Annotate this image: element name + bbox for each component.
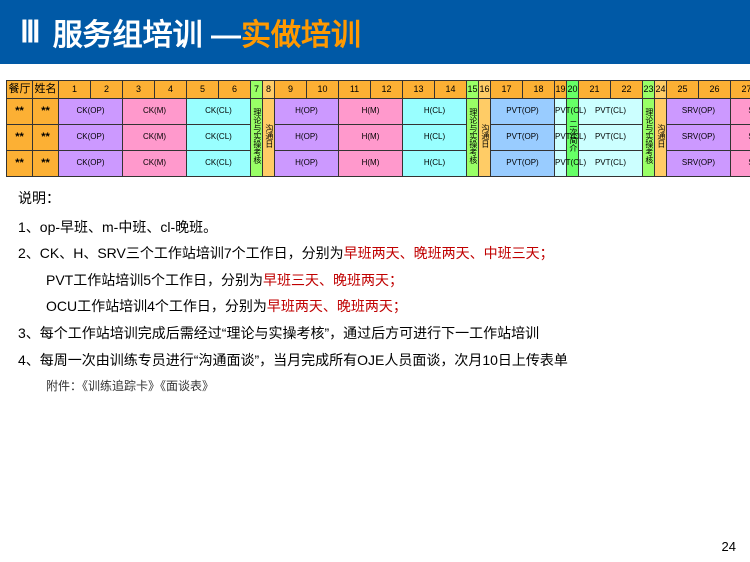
attachment-note: 附件：《训练追踪卡》《面谈表》 bbox=[0, 377, 750, 394]
schedule-table-wrap: 餐厅姓名123456789101112131415161718192021222… bbox=[0, 64, 750, 177]
note-1: 1、op-早班、m-中班、cl-晚班。 bbox=[18, 214, 732, 241]
note-4: 4、每周一次由训练专员进行“沟通面谈”，当月完成所有OJE人员面谈，次月10日上… bbox=[18, 347, 732, 374]
note-2a: 2、CK、H、SRV三个工作站培训7个工作日，分别为早班两天、晚班两天、中班三天… bbox=[18, 240, 732, 267]
note-2c: OCU工作站培训4个工作日，分别为早班两天、晚班两天； bbox=[18, 293, 732, 320]
header-sub: 实做培训 bbox=[241, 10, 361, 54]
notes-section: 说明： 1、op-早班、m-中班、cl-晚班。 2、CK、H、SRV三个工作站培… bbox=[0, 177, 750, 373]
header-title: 服务组培训 — bbox=[53, 10, 241, 54]
header-numeral: Ⅲ bbox=[20, 15, 43, 50]
slide-header: Ⅲ 服务组培训 — 实做培训 bbox=[0, 0, 750, 64]
page-number: 24 bbox=[722, 539, 736, 554]
schedule-table: 餐厅姓名123456789101112131415161718192021222… bbox=[6, 80, 750, 177]
note-3: 3、每个工作站培训完成后需经过“理论与实操考核”，通过后方可进行下一工作站培训 bbox=[18, 320, 732, 347]
notes-label: 说明： bbox=[18, 185, 732, 212]
note-2b: PVT工作站培训5个工作日，分别为早班三天、晚班两天； bbox=[18, 267, 732, 294]
